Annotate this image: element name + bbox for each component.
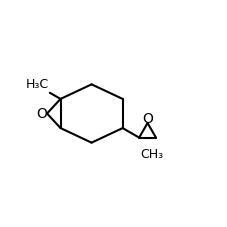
Text: H₃C: H₃C <box>25 77 49 91</box>
Text: O: O <box>36 106 47 121</box>
Text: CH₃: CH₃ <box>140 148 163 161</box>
Text: O: O <box>141 112 152 126</box>
